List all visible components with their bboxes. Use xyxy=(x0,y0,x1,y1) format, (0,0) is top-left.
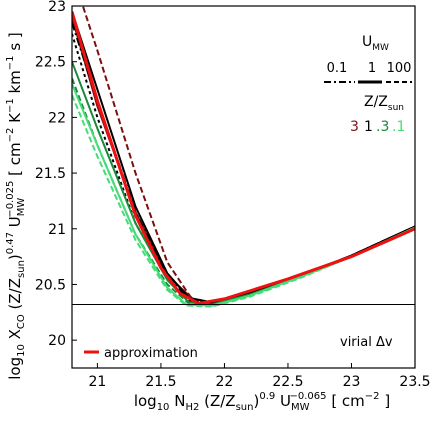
series-line-1 xyxy=(72,16,415,304)
y-tick-label-5: 22.5 xyxy=(35,55,66,71)
legend-z-value-1: 1 xyxy=(364,119,373,135)
series-line-2 xyxy=(72,11,415,304)
y-tick-label-2: 21 xyxy=(48,222,66,238)
legend-approx-label: approximation xyxy=(104,346,198,361)
legend-approximation: approximation xyxy=(84,346,198,361)
legend-u-mw: UMW 0.1 1 100 xyxy=(324,34,412,84)
x-axis-label: log10 NH2 (Z/Zsun)0.9 UMW−0.065 [ cm−2 ] xyxy=(134,391,390,413)
virial-annotation: virial Δv xyxy=(340,335,393,350)
x-tick-label-2: 22 xyxy=(216,374,234,390)
y-tick-label-4: 22 xyxy=(48,110,66,126)
y-tick-label-3: 21.5 xyxy=(35,166,66,182)
legend-u-title: UMW xyxy=(362,34,389,53)
y-tick-label-6: 23 xyxy=(48,0,66,15)
tick-group: 21 21.5 22 22.5 23 23.5 20 20.5 21 21.5 22 22.5 23 xyxy=(35,0,431,390)
plot-frame xyxy=(71,5,416,369)
x-tick-label-0: 21 xyxy=(88,374,106,390)
legend-z-value-3: .1 xyxy=(392,119,405,135)
legend-u-value-2: 100 xyxy=(387,61,412,76)
legend-u-value-0: 0.1 xyxy=(327,61,348,76)
x-tick-label-5: 23.5 xyxy=(399,374,430,390)
series-line-4 xyxy=(72,22,415,305)
curves-group xyxy=(72,6,415,308)
x-tick-label-3: 22.5 xyxy=(272,374,303,390)
y-tick-label-0: 20 xyxy=(48,333,66,349)
y-tick-label-1: 20.5 xyxy=(35,277,66,293)
legend-z-value-0: 3 xyxy=(350,119,359,135)
x-tick-label-1: 21.5 xyxy=(145,374,176,390)
approximation-line xyxy=(72,11,415,305)
x-tick-label-4: 23 xyxy=(343,374,361,390)
y-axis-label: log10 XCO (Z/Zsun)0.47 UMW−0.025 [ cm−2 … xyxy=(5,32,27,380)
legend-u-value-1: 1 xyxy=(368,61,376,76)
legend-z-title: Z/Zsun xyxy=(364,94,404,113)
legend-metallicity: Z/Zsun 3 1 .3 .1 xyxy=(350,94,405,135)
legend-z-value-2: .3 xyxy=(376,119,389,135)
